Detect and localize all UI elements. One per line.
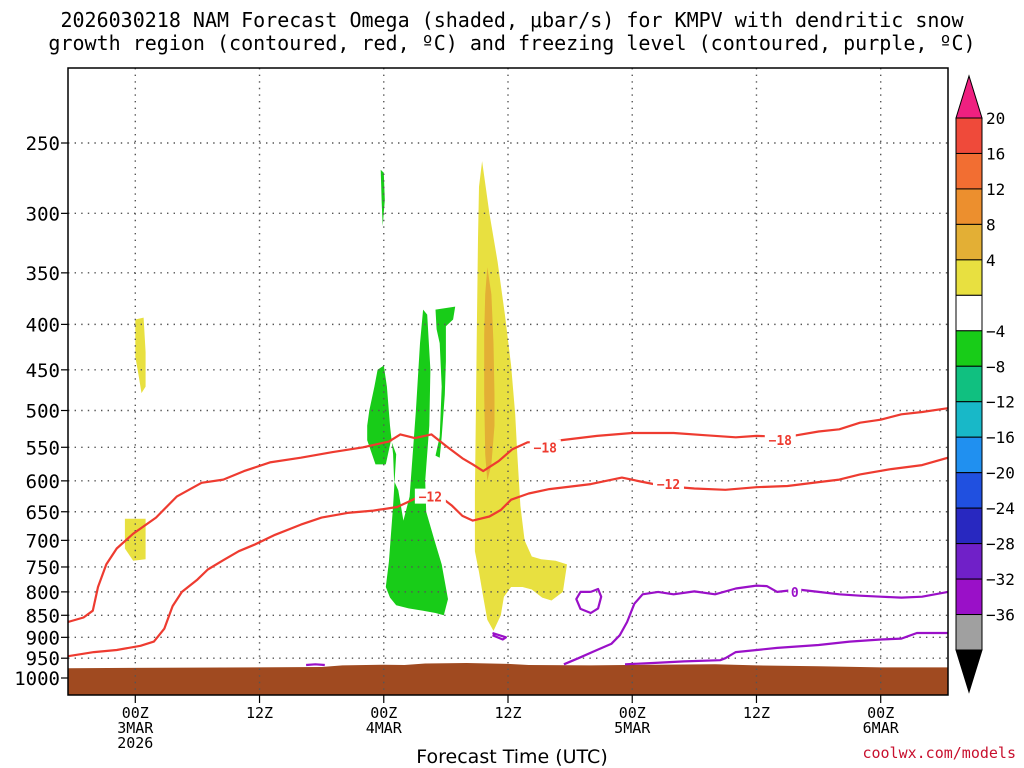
dgz-contour-12 bbox=[68, 456, 948, 658]
terrain-layer bbox=[68, 663, 948, 695]
dgz-label-18-1: −18 bbox=[769, 434, 793, 449]
y-tick-label-400: 400 bbox=[26, 314, 60, 336]
y-tick-label-500: 500 bbox=[26, 401, 60, 423]
y-tick-label-750: 750 bbox=[26, 557, 60, 579]
x-tick-label-h72-1: 00Z bbox=[867, 704, 894, 722]
downward-omega-plume bbox=[474, 161, 567, 631]
x-tick-label-h36-1: 12Z bbox=[494, 704, 521, 722]
colorbar: 20 16 12 8 4 −4 −8 −12 −16 −20 −24 −28 −32 −36 bbox=[955, 74, 1015, 694]
x-tick-label-h0-2: 3MAR bbox=[117, 719, 154, 737]
y-tick-label-350: 350 bbox=[26, 263, 60, 285]
colorbar-label-11: −28 bbox=[986, 535, 1015, 554]
colorbar-label-2: 12 bbox=[986, 180, 1005, 199]
freezing-level-label-0: 0 bbox=[791, 586, 799, 601]
colorbar-bottom-arrow bbox=[955, 649, 983, 694]
y-tick-label-950: 950 bbox=[26, 648, 60, 670]
y-tick-label-900: 900 bbox=[26, 627, 60, 649]
x-tick-label-h24-1: 00Z bbox=[370, 704, 397, 722]
y-tick-label-850: 850 bbox=[26, 605, 60, 627]
y-tick-label-600: 600 bbox=[26, 471, 60, 493]
x-tick-label-h48-1: 00Z bbox=[619, 704, 646, 722]
colorbar-label-9: −20 bbox=[986, 464, 1015, 483]
colorbar-label-10: −24 bbox=[986, 499, 1015, 518]
x-tick-label-h24-2: 4MAR bbox=[366, 719, 403, 737]
colorbar-top-arrow bbox=[955, 74, 983, 119]
colorbar-box-10 bbox=[955, 472, 983, 509]
grid-layer bbox=[68, 68, 948, 695]
downward-omega-core bbox=[484, 267, 495, 481]
x-tick-label-h48-2: 5MAR bbox=[614, 719, 651, 737]
freezing-level-contour-3 bbox=[306, 663, 325, 667]
colorbar-label-12: −32 bbox=[986, 570, 1015, 589]
freezing-level-contour-1 bbox=[575, 587, 603, 615]
colorbar-label-13: −36 bbox=[986, 606, 1015, 625]
upward-omega-core bbox=[367, 309, 448, 616]
colorbar-box-8 bbox=[955, 401, 983, 438]
colorbar-box-7 bbox=[955, 365, 983, 403]
colorbar-box-2 bbox=[955, 188, 983, 225]
axes-layer: 2503003504004505005506006507007508008509… bbox=[14, 67, 949, 752]
freezing-level-contour-2 bbox=[624, 631, 948, 666]
y-tick-label-650: 650 bbox=[26, 502, 60, 524]
colorbar-box-13 bbox=[955, 578, 983, 616]
omega-shading-layer bbox=[124, 161, 567, 631]
colorbar-box-9 bbox=[955, 436, 983, 474]
y-tick-label-250: 250 bbox=[26, 133, 60, 155]
upward-omega-upper-wisp bbox=[380, 169, 385, 226]
x-tick-label-h0-1: 00Z bbox=[122, 704, 149, 722]
colorbar-box-6 bbox=[955, 330, 983, 367]
colorbar-box-0 bbox=[955, 117, 983, 154]
x-tick-label-h60-1: 12Z bbox=[743, 704, 770, 722]
dgz-label-12-1: −12 bbox=[657, 478, 680, 493]
colorbar-label-1: 16 bbox=[986, 144, 1005, 163]
y-tick-label-550: 550 bbox=[26, 437, 60, 459]
colorbar-label-6: −8 bbox=[986, 357, 1005, 376]
chart-title-line-1: 2026030218 NAM Forecast Omega (shaded, μ… bbox=[60, 8, 964, 32]
colorbar-label-5: −4 bbox=[986, 322, 1005, 341]
x-tick-label-h0-3: 2026 bbox=[117, 734, 153, 752]
y-tick-label-300: 300 bbox=[26, 203, 60, 225]
dgz-label-18-1-bg bbox=[764, 432, 796, 448]
colorbar-label-8: −16 bbox=[986, 428, 1015, 447]
colorbar-label-3: 8 bbox=[986, 215, 996, 234]
colorbar-box-1 bbox=[955, 152, 983, 190]
colorbar-label-0: 20 bbox=[986, 109, 1005, 128]
colorbar-label-7: −12 bbox=[986, 393, 1015, 412]
colorbar-box-3 bbox=[955, 223, 983, 261]
colorbar-label-4: 4 bbox=[986, 251, 996, 270]
y-tick-label-450: 450 bbox=[26, 360, 60, 382]
chart-title-line-2: growth region (contoured, red, ºC) and f… bbox=[48, 31, 976, 55]
dgz-label-12-1-bg bbox=[652, 476, 684, 492]
colorbar-box-12 bbox=[955, 543, 983, 580]
colorbar-box-4 bbox=[955, 259, 983, 296]
freezing-level-label-0-bg bbox=[788, 583, 802, 599]
downward-omega-patch-upper bbox=[135, 317, 146, 394]
colorbar-box-14 bbox=[955, 614, 983, 651]
dgz-label-12-0-bg bbox=[414, 488, 446, 504]
credit-link[interactable]: coolwx.com/models bbox=[862, 744, 1016, 762]
dgz-label-12-0: −12 bbox=[419, 491, 442, 506]
colorbar-box-11 bbox=[955, 507, 983, 545]
x-tick-label-h72-2: 6MAR bbox=[863, 719, 900, 737]
colorbar-box-5 bbox=[955, 294, 983, 332]
dgz-label-18-0: −18 bbox=[534, 441, 558, 456]
y-tick-label-700: 700 bbox=[26, 530, 60, 552]
dgz-label-18-0-bg bbox=[529, 439, 561, 455]
x-tick-label-h12-1: 12Z bbox=[246, 704, 273, 722]
y-tick-label-800: 800 bbox=[26, 582, 60, 604]
x-axis-label: Forecast Time (UTC) bbox=[416, 746, 608, 768]
upward-omega-upper-block bbox=[435, 306, 456, 458]
freezing-level-contour-4 bbox=[492, 631, 507, 641]
y-tick-label-1000: 1000 bbox=[14, 668, 60, 690]
plot-frame bbox=[67, 67, 949, 696]
contour-layer: −18 −18 −12 −12 0 bbox=[68, 407, 948, 667]
terrain-fill bbox=[68, 663, 948, 695]
freezing-level-contour-0 bbox=[563, 584, 948, 666]
